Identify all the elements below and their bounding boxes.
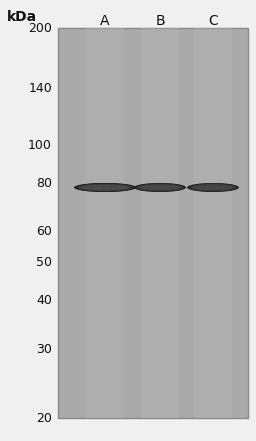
Text: 40: 40 — [36, 294, 52, 307]
Ellipse shape — [187, 183, 239, 192]
Ellipse shape — [138, 184, 182, 191]
Ellipse shape — [190, 184, 236, 191]
Ellipse shape — [135, 183, 185, 192]
Ellipse shape — [76, 183, 134, 191]
Text: A: A — [100, 14, 110, 28]
Ellipse shape — [193, 185, 233, 190]
Text: 100: 100 — [28, 139, 52, 152]
Ellipse shape — [135, 183, 185, 192]
Text: C: C — [208, 14, 218, 28]
Text: 20: 20 — [36, 411, 52, 425]
Ellipse shape — [80, 184, 130, 191]
Ellipse shape — [191, 184, 235, 191]
Ellipse shape — [78, 184, 132, 191]
Ellipse shape — [136, 183, 184, 191]
Ellipse shape — [77, 184, 133, 191]
Text: 60: 60 — [36, 225, 52, 239]
Ellipse shape — [136, 183, 184, 191]
Ellipse shape — [75, 183, 135, 192]
Text: 200: 200 — [28, 22, 52, 34]
Text: 30: 30 — [36, 343, 52, 356]
Ellipse shape — [75, 183, 135, 192]
Ellipse shape — [79, 184, 131, 191]
Bar — [58, 28, 248, 418]
Text: 80: 80 — [36, 177, 52, 190]
Text: 140: 140 — [28, 82, 52, 95]
Ellipse shape — [193, 185, 233, 191]
Ellipse shape — [140, 185, 180, 191]
Ellipse shape — [194, 185, 232, 190]
Ellipse shape — [81, 185, 129, 190]
Ellipse shape — [139, 184, 181, 191]
Ellipse shape — [188, 183, 238, 192]
Ellipse shape — [188, 183, 238, 192]
Ellipse shape — [190, 184, 236, 191]
Text: B: B — [155, 14, 165, 28]
Ellipse shape — [79, 184, 131, 191]
Bar — [86, 28, 124, 418]
Ellipse shape — [81, 185, 129, 191]
Ellipse shape — [137, 184, 183, 191]
Ellipse shape — [140, 185, 180, 190]
Ellipse shape — [192, 184, 234, 191]
Ellipse shape — [191, 184, 234, 191]
Bar — [194, 28, 232, 418]
Ellipse shape — [189, 183, 237, 191]
Text: kDa: kDa — [7, 10, 37, 24]
Ellipse shape — [137, 184, 183, 191]
Ellipse shape — [134, 183, 186, 192]
Bar — [141, 28, 179, 418]
Ellipse shape — [74, 183, 136, 192]
Ellipse shape — [138, 184, 182, 191]
Ellipse shape — [141, 185, 179, 190]
Ellipse shape — [77, 183, 133, 191]
Ellipse shape — [189, 183, 237, 191]
Text: 50: 50 — [36, 256, 52, 269]
Ellipse shape — [82, 185, 128, 190]
